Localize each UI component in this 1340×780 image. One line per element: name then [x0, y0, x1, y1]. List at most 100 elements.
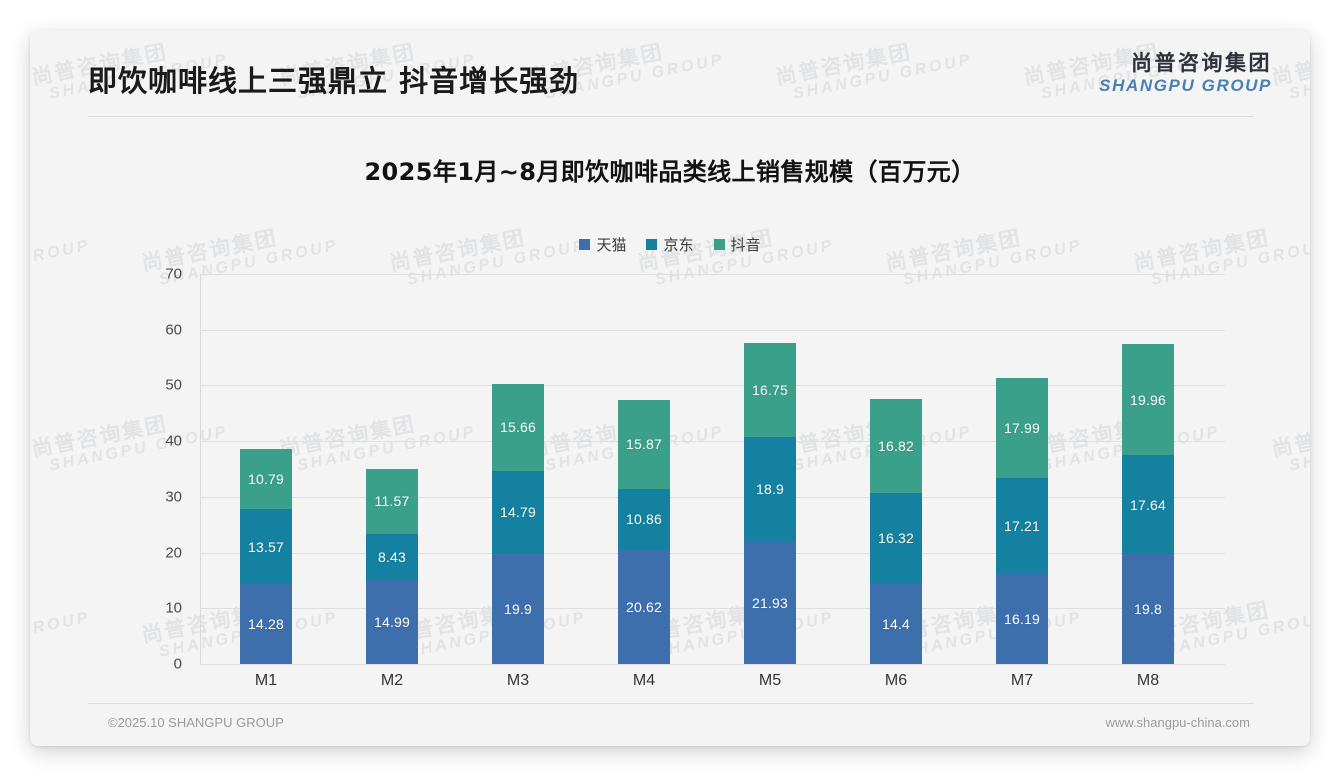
- bar-segment-抖音[interactable]: 11.57: [366, 469, 418, 534]
- x-axis-tick-label: M3: [506, 672, 530, 689]
- bar-group[interactable]: 16.19 17.21 17.99: [996, 377, 1048, 664]
- page-title: 即饮咖啡线上三强鼎立 抖音增长强劲: [88, 64, 580, 98]
- bar-group[interactable]: 14.99 8.43 11.57: [366, 469, 418, 664]
- legend-item-京东[interactable]: 京东: [646, 234, 694, 255]
- grid-line: [200, 664, 1225, 665]
- grid-line: [200, 552, 1225, 554]
- x-axis-tick-label: M4: [632, 672, 656, 689]
- grid-line: [200, 441, 1225, 443]
- bar-segment-京东[interactable]: 10.86: [618, 488, 670, 550]
- bar-segment-天猫[interactable]: 20.62: [618, 549, 670, 664]
- y-axis-tick-label: 70: [165, 265, 182, 283]
- y-axis-tick-label: 40: [165, 432, 182, 450]
- bar-value-label: 15.66: [499, 419, 537, 436]
- bar-value-label: 16.82: [877, 438, 915, 454]
- brand-logo-en: SHANGPU GROUP: [1099, 75, 1272, 95]
- bar-segment-天猫[interactable]: 16.19: [996, 573, 1048, 664]
- bar-segment-天猫[interactable]: 14.28: [240, 584, 292, 664]
- bar-segment-京东[interactable]: 14.79: [492, 470, 544, 554]
- bar-value-label: 19.8: [1133, 600, 1163, 617]
- x-axis-tick-label: M5: [758, 672, 782, 689]
- bar-segment-京东[interactable]: 8.43: [366, 533, 418, 581]
- slide-card: 尚普咨询集团 SHANGPU GROUP 尚普咨询集团 SHANGPU GROUP 尚普…: [30, 30, 1310, 746]
- bar-value-label: 19.96: [1129, 391, 1167, 408]
- x-axis-tick-label: M1: [254, 672, 278, 689]
- bar-segment-天猫[interactable]: 14.4: [870, 583, 922, 664]
- y-axis-tick-label: 30: [165, 488, 182, 506]
- bar-group[interactable]: 21.93 18.9 16.75: [744, 343, 796, 664]
- bar-segment-京东[interactable]: 17.21: [996, 477, 1048, 574]
- bar-group[interactable]: 14.4 16.32 16.82: [870, 399, 922, 664]
- y-axis-tick-label: 0: [173, 655, 182, 673]
- bar-segment-抖音[interactable]: 16.75: [744, 343, 796, 437]
- bar-value-label: 14.28: [247, 616, 285, 633]
- bar-segment-抖音[interactable]: 17.99: [996, 377, 1048, 478]
- y-axis-tick-label: 60: [165, 321, 182, 339]
- bar-segment-抖音[interactable]: 15.87: [618, 400, 670, 489]
- legend-label: 天猫: [596, 236, 627, 254]
- legend-swatch-icon: [579, 239, 591, 250]
- bar-value-label: 20.62: [625, 598, 663, 615]
- bar-segment-抖音[interactable]: 10.79: [240, 448, 292, 509]
- x-axis-tick-label: M8: [1136, 672, 1160, 689]
- bar-segment-抖音[interactable]: 16.82: [870, 399, 922, 493]
- y-axis-tick-label: 20: [165, 544, 182, 562]
- bar-segment-抖音[interactable]: 19.96: [1122, 344, 1174, 456]
- legend-swatch-icon: [713, 239, 725, 250]
- y-axis-tick-label: 10: [165, 599, 182, 617]
- brand-logo-cn: 尚普咨询集团: [1131, 51, 1272, 75]
- bar-segment-京东[interactable]: 13.57: [240, 508, 292, 585]
- bar-value-label: 17.21: [1003, 517, 1041, 534]
- bar-segment-天猫[interactable]: 14.99: [366, 580, 418, 664]
- bar-value-label: 10.86: [625, 510, 663, 527]
- legend-swatch-icon: [646, 239, 658, 250]
- bar-segment-天猫[interactable]: 19.8: [1122, 553, 1174, 664]
- chart-legend: 天猫 京东 抖音: [30, 234, 1310, 255]
- bar-group[interactable]: 14.28 13.57 10.79: [240, 448, 292, 664]
- bar-group[interactable]: 19.8 17.64 19.96: [1122, 344, 1174, 664]
- legend-item-抖音[interactable]: 抖音: [713, 234, 761, 255]
- plot-area: 14.28 13.57 10.79 M1 14.99 8.43 11.57 M2 19.9 14.…: [165, 266, 1225, 689]
- bar-value-label: 10.79: [247, 470, 285, 487]
- bar-value-label: 17.64: [1129, 496, 1167, 513]
- x-axis-tick-label: M2: [380, 672, 404, 689]
- legend-label: 抖音: [730, 236, 761, 254]
- bar-segment-京东[interactable]: 18.9: [744, 436, 796, 542]
- bar-segment-天猫[interactable]: 21.93: [744, 541, 796, 664]
- grid-line: [200, 329, 1225, 331]
- bar-value-label: 8.43: [377, 549, 407, 565]
- bar-value-label: 14.79: [499, 503, 537, 520]
- bar-segment-抖音[interactable]: 15.66: [492, 383, 544, 471]
- bar-segment-京东[interactable]: 16.32: [870, 492, 922, 584]
- bar-segment-京东[interactable]: 17.64: [1122, 455, 1174, 554]
- y-axis-line: [200, 274, 201, 664]
- bar-group[interactable]: 19.9 14.79 15.66: [492, 383, 544, 664]
- bar-value-label: 11.57: [374, 493, 410, 510]
- grid-line: [200, 496, 1225, 498]
- bar-value-label: 16.75: [751, 381, 789, 398]
- footer-divider: [88, 703, 1253, 704]
- bar-value-label: 17.99: [1003, 419, 1041, 436]
- x-axis-tick-label: M7: [1010, 672, 1034, 689]
- bars-layer: 14.28 13.57 10.79 M1 14.99 8.43 11.57 M2 19.9 14.…: [200, 274, 1225, 689]
- chart-title: 2025年1月~8月即饮咖啡品类线上销售规模（百万元）: [364, 158, 976, 186]
- legend-label: 京东: [663, 236, 694, 254]
- legend-item-天猫[interactable]: 天猫: [579, 234, 626, 255]
- footer-website[interactable]: www.shangpu-china.com: [1105, 715, 1250, 730]
- chart-block: 2025年1月~8月即饮咖啡品类线上销售规模（百万元） 天猫 京东 抖音 14.28…: [30, 116, 1310, 708]
- bar-value-label: 13.57: [247, 538, 285, 555]
- grid-line: [200, 274, 1225, 275]
- bar-value-label: 19.9: [503, 600, 533, 617]
- brand-logo: 尚普咨询集团 SHANGPU GROUP: [1099, 51, 1272, 95]
- footer-copyright: ©2025.10 SHANGPU GROUP: [108, 715, 284, 730]
- header-divider: [88, 116, 1253, 117]
- y-axis-tick-label: 50: [165, 376, 182, 394]
- slide-header: 即饮咖啡线上三强鼎立 抖音增长强劲 尚普咨询集团 SHANGPU GROUP: [30, 30, 1310, 116]
- bar-value-label: 14.4: [881, 615, 911, 632]
- slide-footer: ©2025.10 SHANGPU GROUP www.shangpu-china…: [30, 704, 1310, 746]
- bar-value-label: 21.93: [751, 594, 789, 611]
- bar-group[interactable]: 20.62 10.86 15.87: [618, 400, 670, 664]
- bar-segment-天猫[interactable]: 19.9: [492, 553, 544, 664]
- bar-value-label: 16.32: [877, 530, 915, 547]
- bar-value-label: 14.99: [373, 614, 411, 631]
